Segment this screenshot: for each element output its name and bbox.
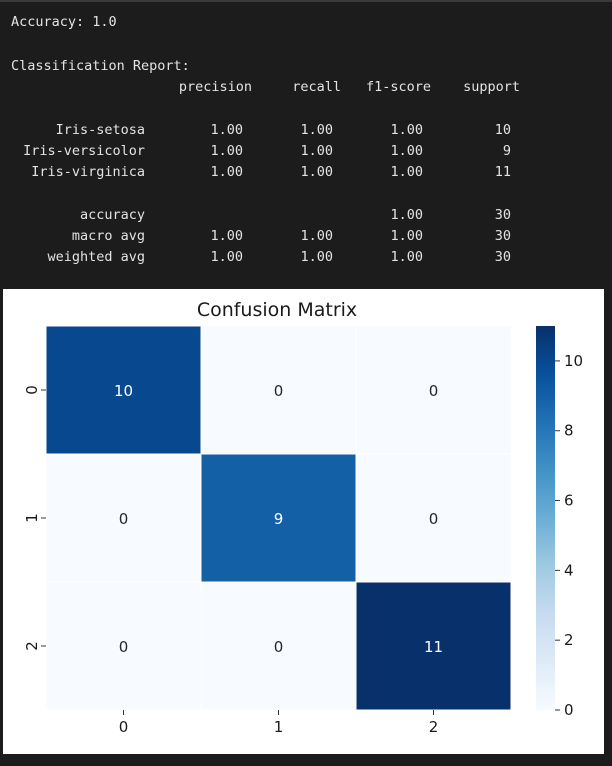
- report-summary-cell: 30: [494, 249, 511, 265]
- heatmap-cell: [200, 453, 357, 583]
- colorbar-tick-label: 2: [564, 631, 574, 649]
- heatmap-annotation: 0: [429, 510, 439, 528]
- report-summary-label: accuracy: [79, 207, 145, 223]
- heatmap-cell: [355, 581, 512, 711]
- console-output: Accuracy: 1.0 Classification Report: pre…: [0, 0, 612, 286]
- colorbar-tick-label: 4: [564, 561, 574, 579]
- colorbar: [536, 326, 555, 710]
- report-row-cell: 10: [494, 122, 511, 138]
- heatmap-cell: [45, 581, 202, 711]
- x-tick-label: 0: [119, 718, 129, 736]
- heatmap-annotation: 0: [429, 382, 439, 400]
- report-row-cell: 1.00: [390, 164, 423, 180]
- accuracy-line: Accuracy: 1.0: [11, 14, 117, 30]
- y-axis: 0 1 2: [23, 385, 46, 651]
- heatmap-cell: [45, 453, 202, 583]
- colorbar-tick-label: 6: [564, 492, 574, 510]
- report-header-cell: support: [463, 79, 520, 95]
- y-tick-label: 1: [23, 513, 41, 523]
- report-summary-cell: 30: [494, 207, 511, 223]
- heatmap-annotations: 10 0 0 0 9 0 0 0 11: [114, 382, 443, 656]
- report-summary-cell: 1.00: [210, 249, 243, 265]
- report-title: Classification Report:: [11, 58, 190, 74]
- report-summary-cell: 30: [494, 228, 511, 244]
- heatmap-cell: [355, 325, 512, 455]
- heatmap-annotation: 0: [274, 382, 284, 400]
- report-summary-cell: 1.00: [390, 249, 423, 265]
- report-row-label: Iris-setosa: [55, 122, 145, 138]
- heatmap-cell: [200, 581, 357, 711]
- heatmap-annotation: 9: [274, 510, 284, 528]
- x-axis: 0 1 2: [119, 710, 439, 736]
- heatmap-cell: [45, 325, 202, 455]
- report-row-cell: 1.00: [210, 122, 243, 138]
- confusion-matrix-figure: Confusion Matrix 10 0 0 0 9 0 0 0 11 0 1 2 0 1 2 0 2 4…: [3, 289, 604, 754]
- report-row-cell: 1.00: [390, 122, 423, 138]
- report-summary-cell: 1.00: [210, 228, 243, 244]
- heatmap-cell: [200, 325, 357, 455]
- chart-title: Confusion Matrix: [197, 299, 357, 321]
- colorbar-tick-label: 10: [564, 352, 583, 370]
- heatmap-cells: [45, 325, 512, 711]
- confusion-matrix-chart: Confusion Matrix 10 0 0 0 9 0 0 0 11 0 1 2 0 1 2 0 2 4…: [23, 299, 583, 736]
- colorbar-tick-label: 8: [564, 422, 574, 440]
- report-summary-label: weighted avg: [47, 249, 145, 265]
- heatmap-annotation: 0: [119, 510, 129, 528]
- report-header-cell: f1-score: [365, 79, 431, 95]
- report-row-cell: 1.00: [210, 143, 243, 159]
- report-row-label: Iris-virginica: [31, 164, 145, 180]
- console-top-border: [0, 0, 612, 2]
- report-header-cell: recall: [292, 79, 341, 95]
- report-summary-cell: 1.00: [300, 228, 333, 244]
- y-tick-label: 2: [23, 641, 41, 651]
- heatmap-cell: [355, 453, 512, 583]
- report-row-cell: 1.00: [390, 143, 423, 159]
- report-summary-cell: 1.00: [390, 207, 423, 223]
- x-tick-label: 1: [274, 718, 284, 736]
- report-row-cell: 11: [494, 164, 511, 180]
- heatmap-annotation: 10: [114, 382, 133, 400]
- colorbar-tick-label: 0: [564, 701, 574, 719]
- y-tick-label: 0: [23, 385, 41, 395]
- report-row-label: Iris-versicolor: [23, 143, 145, 159]
- report-row-cell: 1.00: [300, 164, 333, 180]
- colorbar-gradient: [536, 326, 555, 710]
- report-header-cell: precision: [178, 79, 252, 95]
- heatmap-annotation: 11: [424, 638, 443, 656]
- report-summary-label: macro avg: [71, 228, 145, 244]
- report-summary-cell: 1.00: [390, 228, 423, 244]
- heatmap-annotation: 0: [119, 638, 129, 656]
- colorbar-ticks: 0 2 4 6 8 10: [555, 352, 583, 719]
- x-tick-label: 2: [429, 718, 439, 736]
- report-row-cell: 1.00: [300, 122, 333, 138]
- report-row-cell: 1.00: [210, 164, 243, 180]
- report-summary-cell: 1.00: [300, 249, 333, 265]
- heatmap-annotation: 0: [274, 638, 284, 656]
- report-row-cell: 1.00: [300, 143, 333, 159]
- report-row-cell: 9: [502, 143, 511, 159]
